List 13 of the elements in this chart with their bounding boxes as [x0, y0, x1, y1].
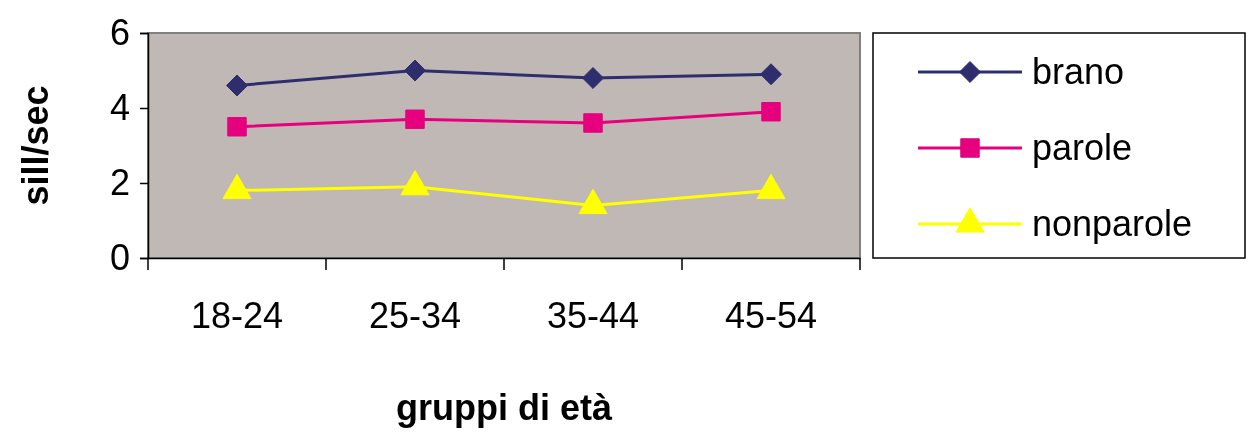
legend-label: brano: [1032, 51, 1125, 92]
y-tick-label: 4: [109, 87, 130, 129]
y-axis-title: sill/sec: [15, 85, 56, 206]
y-tick-label: 6: [109, 12, 130, 54]
x-axis-title: gruppi di età: [396, 387, 613, 428]
legend-label: nonparole: [1032, 203, 1193, 244]
legend-label: parole: [1032, 127, 1133, 168]
y-tick-label: 0: [109, 237, 130, 279]
x-tick-label: 18-24: [190, 294, 284, 336]
x-tick-label: 25-34: [368, 294, 462, 336]
x-tick-label: 45-54: [724, 294, 818, 336]
y-tick-label: 2: [109, 162, 130, 204]
x-tick-label: 35-44: [546, 294, 640, 336]
